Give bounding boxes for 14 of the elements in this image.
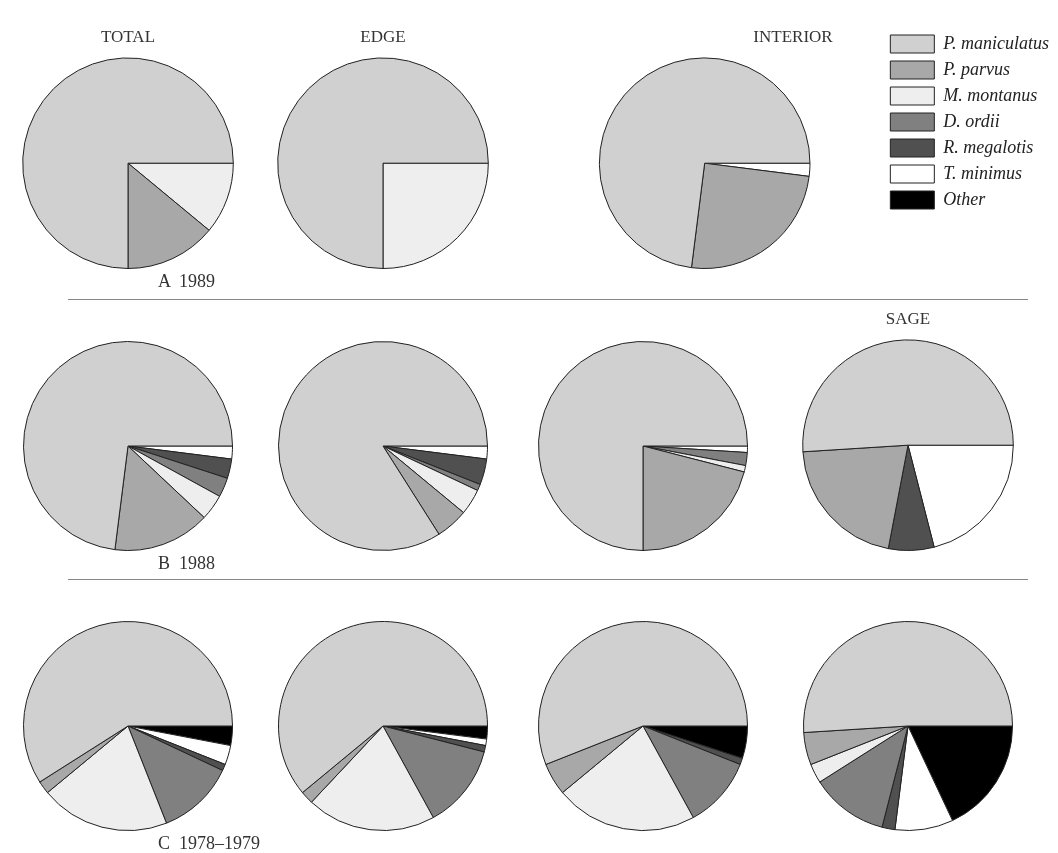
legend-label: T. minimus (943, 162, 1023, 183)
legend-label: P. parvus (942, 58, 1011, 79)
legend-label: D. ordii (942, 110, 1000, 131)
slice-label: INTERIOR (753, 26, 834, 46)
legend-label: M. montanus (942, 84, 1038, 105)
text: B 1988 (158, 553, 216, 574)
text: C 1978–1979 (158, 833, 261, 853)
text: A 1989 (158, 271, 216, 292)
slice-label: SAGE (885, 308, 931, 328)
legend-label: R. megalotis (942, 136, 1034, 157)
legend-label: Other (943, 188, 987, 209)
slice-label: TOTAL (100, 26, 156, 46)
slice-label: EDGE (360, 26, 406, 46)
legend-label: P. maniculatus (942, 32, 1049, 53)
